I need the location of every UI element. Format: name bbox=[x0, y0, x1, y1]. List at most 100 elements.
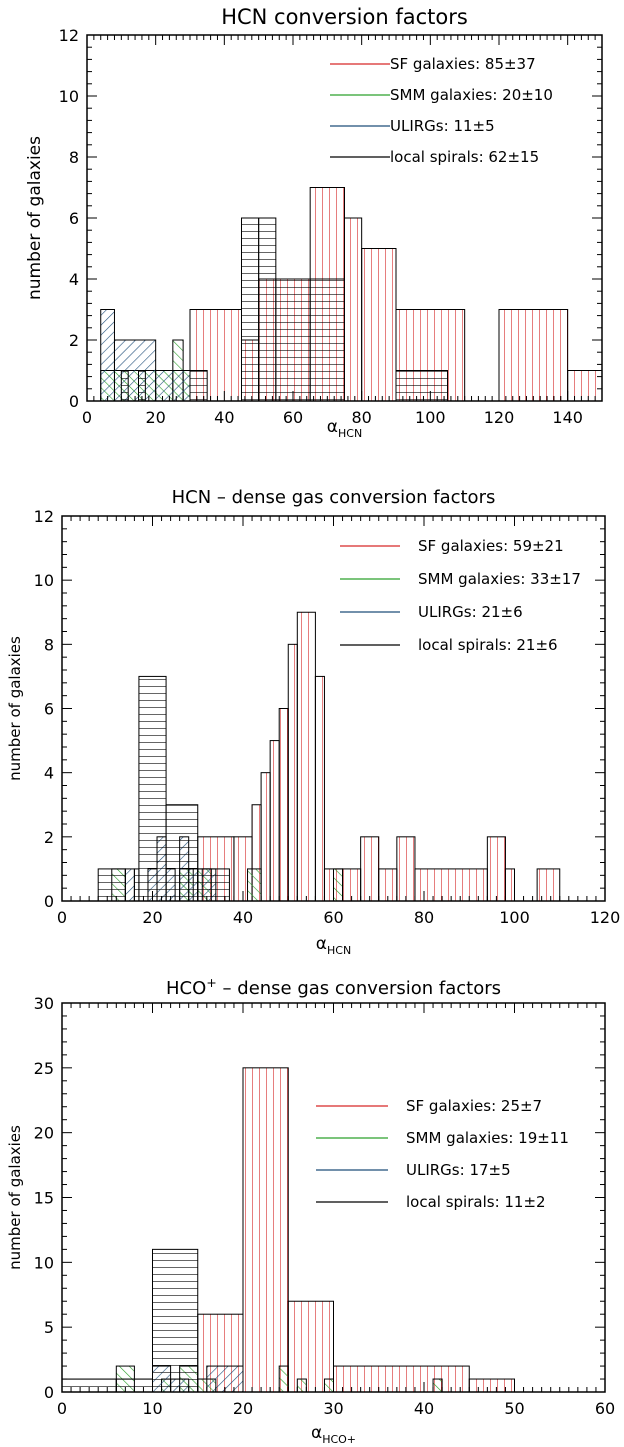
histogram-bar bbox=[133, 868, 140, 902]
legend-entry: SF galaxies: 25±7 bbox=[406, 1097, 542, 1115]
y-tick-label: 25 bbox=[34, 1059, 54, 1078]
histogram-bar bbox=[498, 309, 569, 402]
histogram-bar bbox=[432, 1378, 443, 1393]
y-tick-label: 10 bbox=[34, 1253, 54, 1272]
histogram-bar bbox=[138, 675, 167, 902]
legend-entry: ULIRGs: 11±5 bbox=[390, 117, 495, 135]
x-tick-label: 50 bbox=[504, 1399, 524, 1418]
legend-entry: ULIRGs: 21±6 bbox=[418, 603, 523, 621]
histogram-bar bbox=[120, 370, 129, 402]
histogram-bar bbox=[296, 611, 316, 902]
histogram-bar bbox=[486, 836, 506, 902]
x-tick-label: 40 bbox=[214, 408, 234, 427]
histogram-bar bbox=[189, 370, 208, 402]
y-tick-label: 0 bbox=[44, 1383, 54, 1402]
y-tick-label: 6 bbox=[44, 700, 54, 719]
legend-entry: SF galaxies: 85±37 bbox=[390, 55, 536, 73]
series-horizontal-3 bbox=[97, 675, 230, 902]
histogram-bar bbox=[536, 868, 561, 902]
histogram-bar bbox=[278, 1365, 289, 1393]
y-tick-label: 12 bbox=[34, 507, 54, 526]
histogram-bar bbox=[360, 836, 380, 902]
histogram-bar bbox=[155, 370, 191, 402]
histogram-bar bbox=[468, 1378, 515, 1393]
x-tick-label: 40 bbox=[233, 908, 253, 927]
chart-title: HCN – dense gas conversion factors bbox=[172, 487, 496, 508]
x-tick-label: 140 bbox=[552, 408, 583, 427]
histogram-bar bbox=[333, 868, 344, 902]
y-axis-label: number of galaxies bbox=[25, 136, 45, 300]
x-tick-label: 20 bbox=[233, 1399, 253, 1418]
x-tick-label: 40 bbox=[414, 1399, 434, 1418]
x-tick-label: 60 bbox=[283, 408, 303, 427]
y-tick-label: 15 bbox=[34, 1189, 54, 1208]
histogram-bar bbox=[314, 675, 325, 902]
histogram-bar bbox=[152, 1248, 199, 1393]
x-tick-label: 30 bbox=[323, 1399, 343, 1418]
panel-hcn-dense-gas: HCN – dense gas conversion factors 0 20 40 6… bbox=[6, 487, 620, 957]
y-tick-label: 8 bbox=[69, 148, 79, 167]
histogram-bar bbox=[287, 643, 298, 902]
x-tick-label: 20 bbox=[145, 408, 165, 427]
legend-entry: SMM galaxies: 33±17 bbox=[418, 570, 581, 588]
y-axis-label: number of galaxies bbox=[6, 1125, 24, 1270]
histogram-bar bbox=[113, 339, 157, 402]
x-tick-label: 80 bbox=[414, 908, 434, 927]
histogram-bar bbox=[296, 1378, 307, 1393]
x-axis-label: αHCO+ bbox=[311, 1423, 356, 1446]
histogram-bar bbox=[567, 370, 603, 402]
legend-entry: SF galaxies: 59±21 bbox=[418, 537, 564, 555]
y-tick-label: 2 bbox=[44, 828, 54, 847]
series-horizontal-3 bbox=[61, 1248, 199, 1393]
panel-hco-dense-gas: HCO+ – dense gas conversion factors 0 10 20… bbox=[6, 975, 615, 1446]
y-tick-label: 6 bbox=[69, 209, 79, 228]
legend: SF galaxies: 25±7 SMM galaxies: 19±11 ULIR… bbox=[316, 1097, 569, 1211]
x-tick-label: 60 bbox=[323, 908, 343, 927]
histogram-bar bbox=[323, 1378, 335, 1393]
histogram-bar bbox=[241, 217, 260, 402]
chart-title: HCN conversion factors bbox=[221, 5, 468, 29]
histogram-bar bbox=[275, 278, 346, 402]
legend-entry: SMM galaxies: 20±10 bbox=[390, 86, 553, 104]
x-axis-label: αHCN bbox=[316, 934, 351, 957]
y-axis-label: number of galaxies bbox=[6, 636, 24, 781]
x-tick-label: 100 bbox=[499, 908, 530, 927]
x-tick-label: 20 bbox=[142, 908, 162, 927]
y-tick-label: 2 bbox=[69, 331, 79, 350]
legend-entry: local spirals: 11±2 bbox=[406, 1193, 546, 1211]
legend-entry: local spirals: 21±6 bbox=[418, 636, 558, 654]
legend: SF galaxies: 85±37 SMM galaxies: 20±10 ULI… bbox=[330, 55, 553, 166]
legend-entry: SMM galaxies: 19±11 bbox=[406, 1129, 569, 1147]
legend: SF galaxies: 59±21 SMM galaxies: 33±17 ULI… bbox=[340, 537, 581, 654]
series-horizontal-3 bbox=[120, 217, 448, 402]
x-tick-label: 80 bbox=[351, 408, 371, 427]
histogram-bar bbox=[260, 772, 271, 902]
y-tick-label: 8 bbox=[44, 635, 54, 654]
histogram-bar bbox=[278, 708, 289, 902]
x-tick-label: 0 bbox=[57, 908, 67, 927]
chart-title: HCO+ – dense gas conversion factors bbox=[166, 975, 501, 999]
histogram-bar bbox=[100, 309, 115, 402]
x-tick-label: 120 bbox=[590, 908, 621, 927]
y-tick-label: 10 bbox=[59, 87, 79, 106]
histogram-bar bbox=[333, 1365, 470, 1393]
x-axis-label: αHCN bbox=[327, 417, 362, 440]
y-tick-label: 5 bbox=[44, 1318, 54, 1337]
series-vertical-0 bbox=[197, 611, 561, 902]
histogram-bar bbox=[124, 868, 135, 902]
x-tick-label: 60 bbox=[595, 1399, 615, 1418]
histogram-bar bbox=[361, 248, 397, 402]
histogram-bar bbox=[504, 868, 516, 902]
histogram-bar bbox=[97, 868, 126, 902]
x-tick-label: 100 bbox=[415, 408, 446, 427]
y-tick-label: 20 bbox=[34, 1124, 54, 1143]
x-tick-label: 10 bbox=[142, 1399, 162, 1418]
legend-entry: ULIRGs: 17±5 bbox=[406, 1161, 511, 1179]
histogram-bar bbox=[197, 868, 230, 902]
legend-entry: local spirals: 62±15 bbox=[390, 148, 539, 166]
histogram-bar bbox=[247, 868, 262, 902]
histogram-bar bbox=[242, 1067, 289, 1393]
histogram-bar bbox=[269, 740, 280, 902]
